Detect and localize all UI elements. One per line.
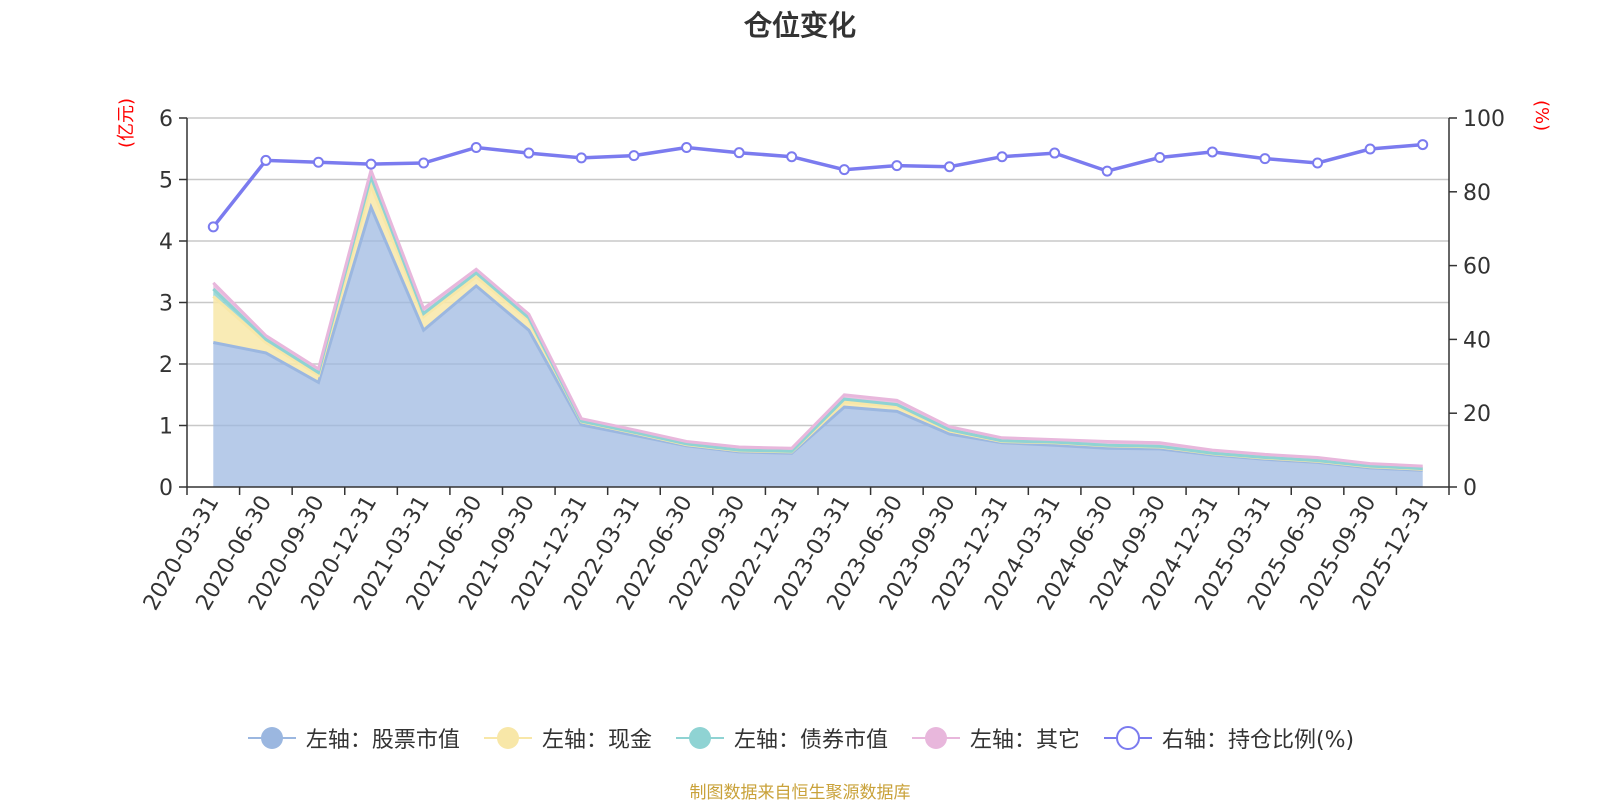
legend-item-stock[interactable]: 左轴：股票市值 <box>246 722 460 754</box>
legend-label: 左轴：股票市值 <box>305 728 460 753</box>
area-stock <box>213 207 1423 487</box>
data-source-note: 制图数据来自恒生聚源数据库 <box>689 783 911 803</box>
right-axis-tick-label: 80 <box>1463 181 1491 206</box>
right-axis-tick-label: 40 <box>1463 328 1491 353</box>
left-axis-tick-label: 4 <box>159 230 173 255</box>
ratio-point <box>1417 139 1429 151</box>
ratio-point <box>365 158 377 170</box>
area-edge-other <box>212 165 1423 468</box>
left-axis-tick-label: 6 <box>159 107 173 132</box>
ratio-point <box>260 154 272 166</box>
legend-icon-bond <box>675 727 724 749</box>
ratio-line <box>211 142 1423 228</box>
ratio-point <box>523 147 535 159</box>
ratio-point <box>786 151 798 163</box>
chart-legend: 左轴：股票市值 左轴：现金 左轴：债券市值 左轴：其它 右轴：持仓比例(%) <box>0 722 1600 754</box>
ratio-point <box>943 161 955 173</box>
left-axis-tick-label: 2 <box>159 353 173 378</box>
ratio-point <box>1049 147 1061 159</box>
ratio-point <box>891 160 903 172</box>
ratio-point <box>1364 143 1376 155</box>
ratio-point <box>1259 153 1271 165</box>
chart-title: 仓位变化 <box>743 9 856 42</box>
ratio-point <box>1101 165 1113 177</box>
left-axis-tick-label: 5 <box>159 169 173 194</box>
ratio-point <box>1154 151 1166 163</box>
legend-icon-other <box>911 727 960 749</box>
ratio-point <box>996 151 1008 163</box>
ratio-point <box>681 142 693 154</box>
left-axis-tick-label: 0 <box>159 476 173 501</box>
area-edge-bond <box>212 171 1423 471</box>
left-axis-tick-label: 1 <box>159 415 173 440</box>
legend-icon-ratio <box>1103 726 1152 750</box>
right-axis-tick-label: 20 <box>1463 402 1491 427</box>
legend-label: 左轴：其它 <box>969 728 1080 753</box>
legend-item-ratio[interactable]: 右轴：持仓比例(%) <box>1102 722 1354 754</box>
ratio-point <box>733 147 745 159</box>
right-axis-tick-label: 60 <box>1463 255 1491 280</box>
legend-label: 左轴：债券市值 <box>733 728 888 753</box>
ratio-point <box>470 142 482 154</box>
ratio-point <box>418 157 430 169</box>
ratio-point <box>1206 146 1218 158</box>
ratio-point <box>207 221 219 233</box>
legend-item-cash[interactable]: 左轴：现金 <box>482 722 652 754</box>
ratio-point <box>628 150 640 162</box>
legend-icon-stock <box>247 727 296 749</box>
ratio-point <box>838 164 850 176</box>
legend-label: 右轴：持仓比例(%) <box>1161 728 1355 753</box>
legend-icon-cash <box>483 727 532 749</box>
ratio-point <box>312 156 324 168</box>
legend-label: 左轴：现金 <box>541 728 652 753</box>
right-axis-tick-label: 100 <box>1463 107 1505 132</box>
ratio-point <box>1312 157 1324 169</box>
right-axis-tick-label: 0 <box>1463 476 1477 501</box>
left-axis-tick-label: 3 <box>159 292 173 317</box>
legend-item-bond[interactable]: 左轴：债券市值 <box>674 722 888 754</box>
ratio-point <box>575 152 587 164</box>
legend-item-other[interactable]: 左轴：其它 <box>910 722 1080 754</box>
